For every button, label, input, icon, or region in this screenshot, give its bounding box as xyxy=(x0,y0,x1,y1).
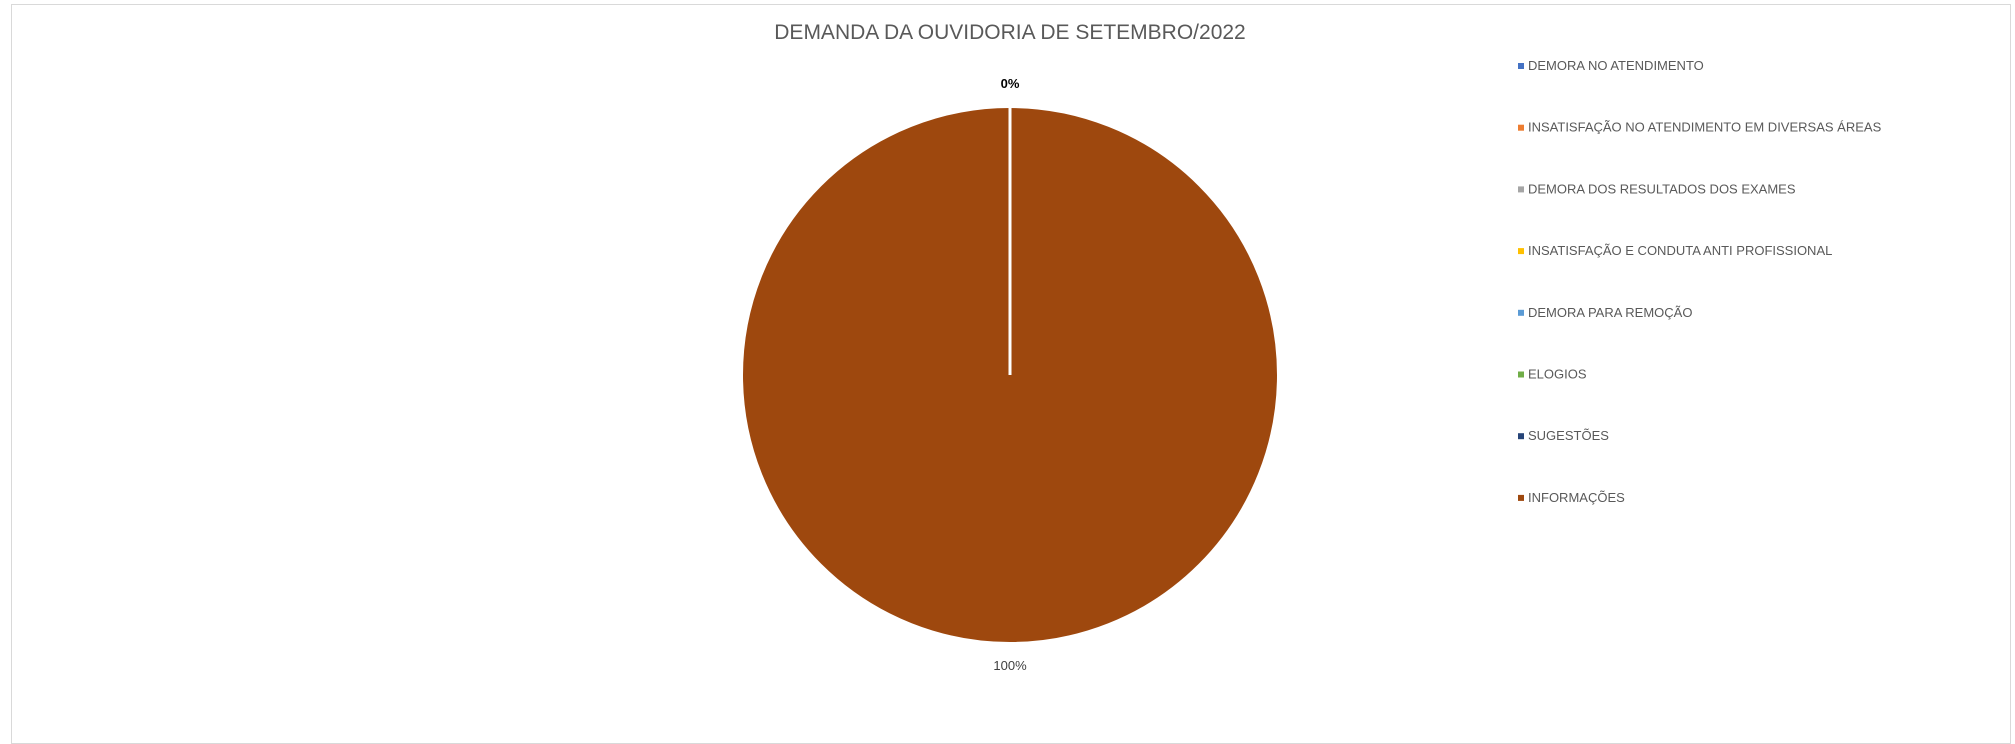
data-label-zero: 0% xyxy=(1001,76,1020,91)
legend-label-sugestoes: SUGESTÕES xyxy=(1528,428,1609,443)
legend-label-insatisfacao-e-conduta-anti-profissional: INSATISFAÇÃO E CONDUTA ANTI PROFISSIONAL xyxy=(1528,243,1832,258)
chart-title: DEMANDA DA OUVIDORIA DE SETEMBRO/2022 xyxy=(774,21,1245,44)
legend-label-insatisfacao-no-atendimento-em-diversas-areas: INSATISFAÇÃO NO ATENDIMENTO EM DIVERSAS … xyxy=(1528,120,1882,135)
legend-swatch-insatisfacao-no-atendimento-em-diversas-areas xyxy=(1518,124,1524,131)
legend-label-demora-para-remocao: DEMORA PARA REMOÇÃO xyxy=(1528,305,1692,320)
legend-swatch-elogios xyxy=(1518,371,1524,378)
legend-label-informacoes: INFORMAÇÕES xyxy=(1528,490,1625,505)
legend-swatch-sugestoes xyxy=(1518,433,1524,440)
data-label-full: 100% xyxy=(993,658,1027,673)
legend-swatch-demora-para-remocao xyxy=(1518,309,1524,316)
legend-swatch-demora-dos-resultados-dos-exames xyxy=(1518,186,1524,193)
legend-label-demora-no-atendimento: DEMORA NO ATENDIMENTO xyxy=(1528,58,1704,73)
legend-swatch-insatisfacao-e-conduta-anti-profissional xyxy=(1518,248,1524,255)
pie-slices xyxy=(741,106,1279,644)
legend-label-demora-dos-resultados-dos-exames: DEMORA DOS RESULTADOS DOS EXAMES xyxy=(1528,181,1796,196)
legend-swatch-informacoes xyxy=(1518,494,1524,501)
legend-swatch-demora-no-atendimento xyxy=(1518,63,1524,69)
legend-label-elogios: ELOGIOS xyxy=(1528,367,1587,382)
chart-legend: DEMORA NO ATENDIMENTO INSATISFAÇÃO NO ATE… xyxy=(1518,58,1882,505)
